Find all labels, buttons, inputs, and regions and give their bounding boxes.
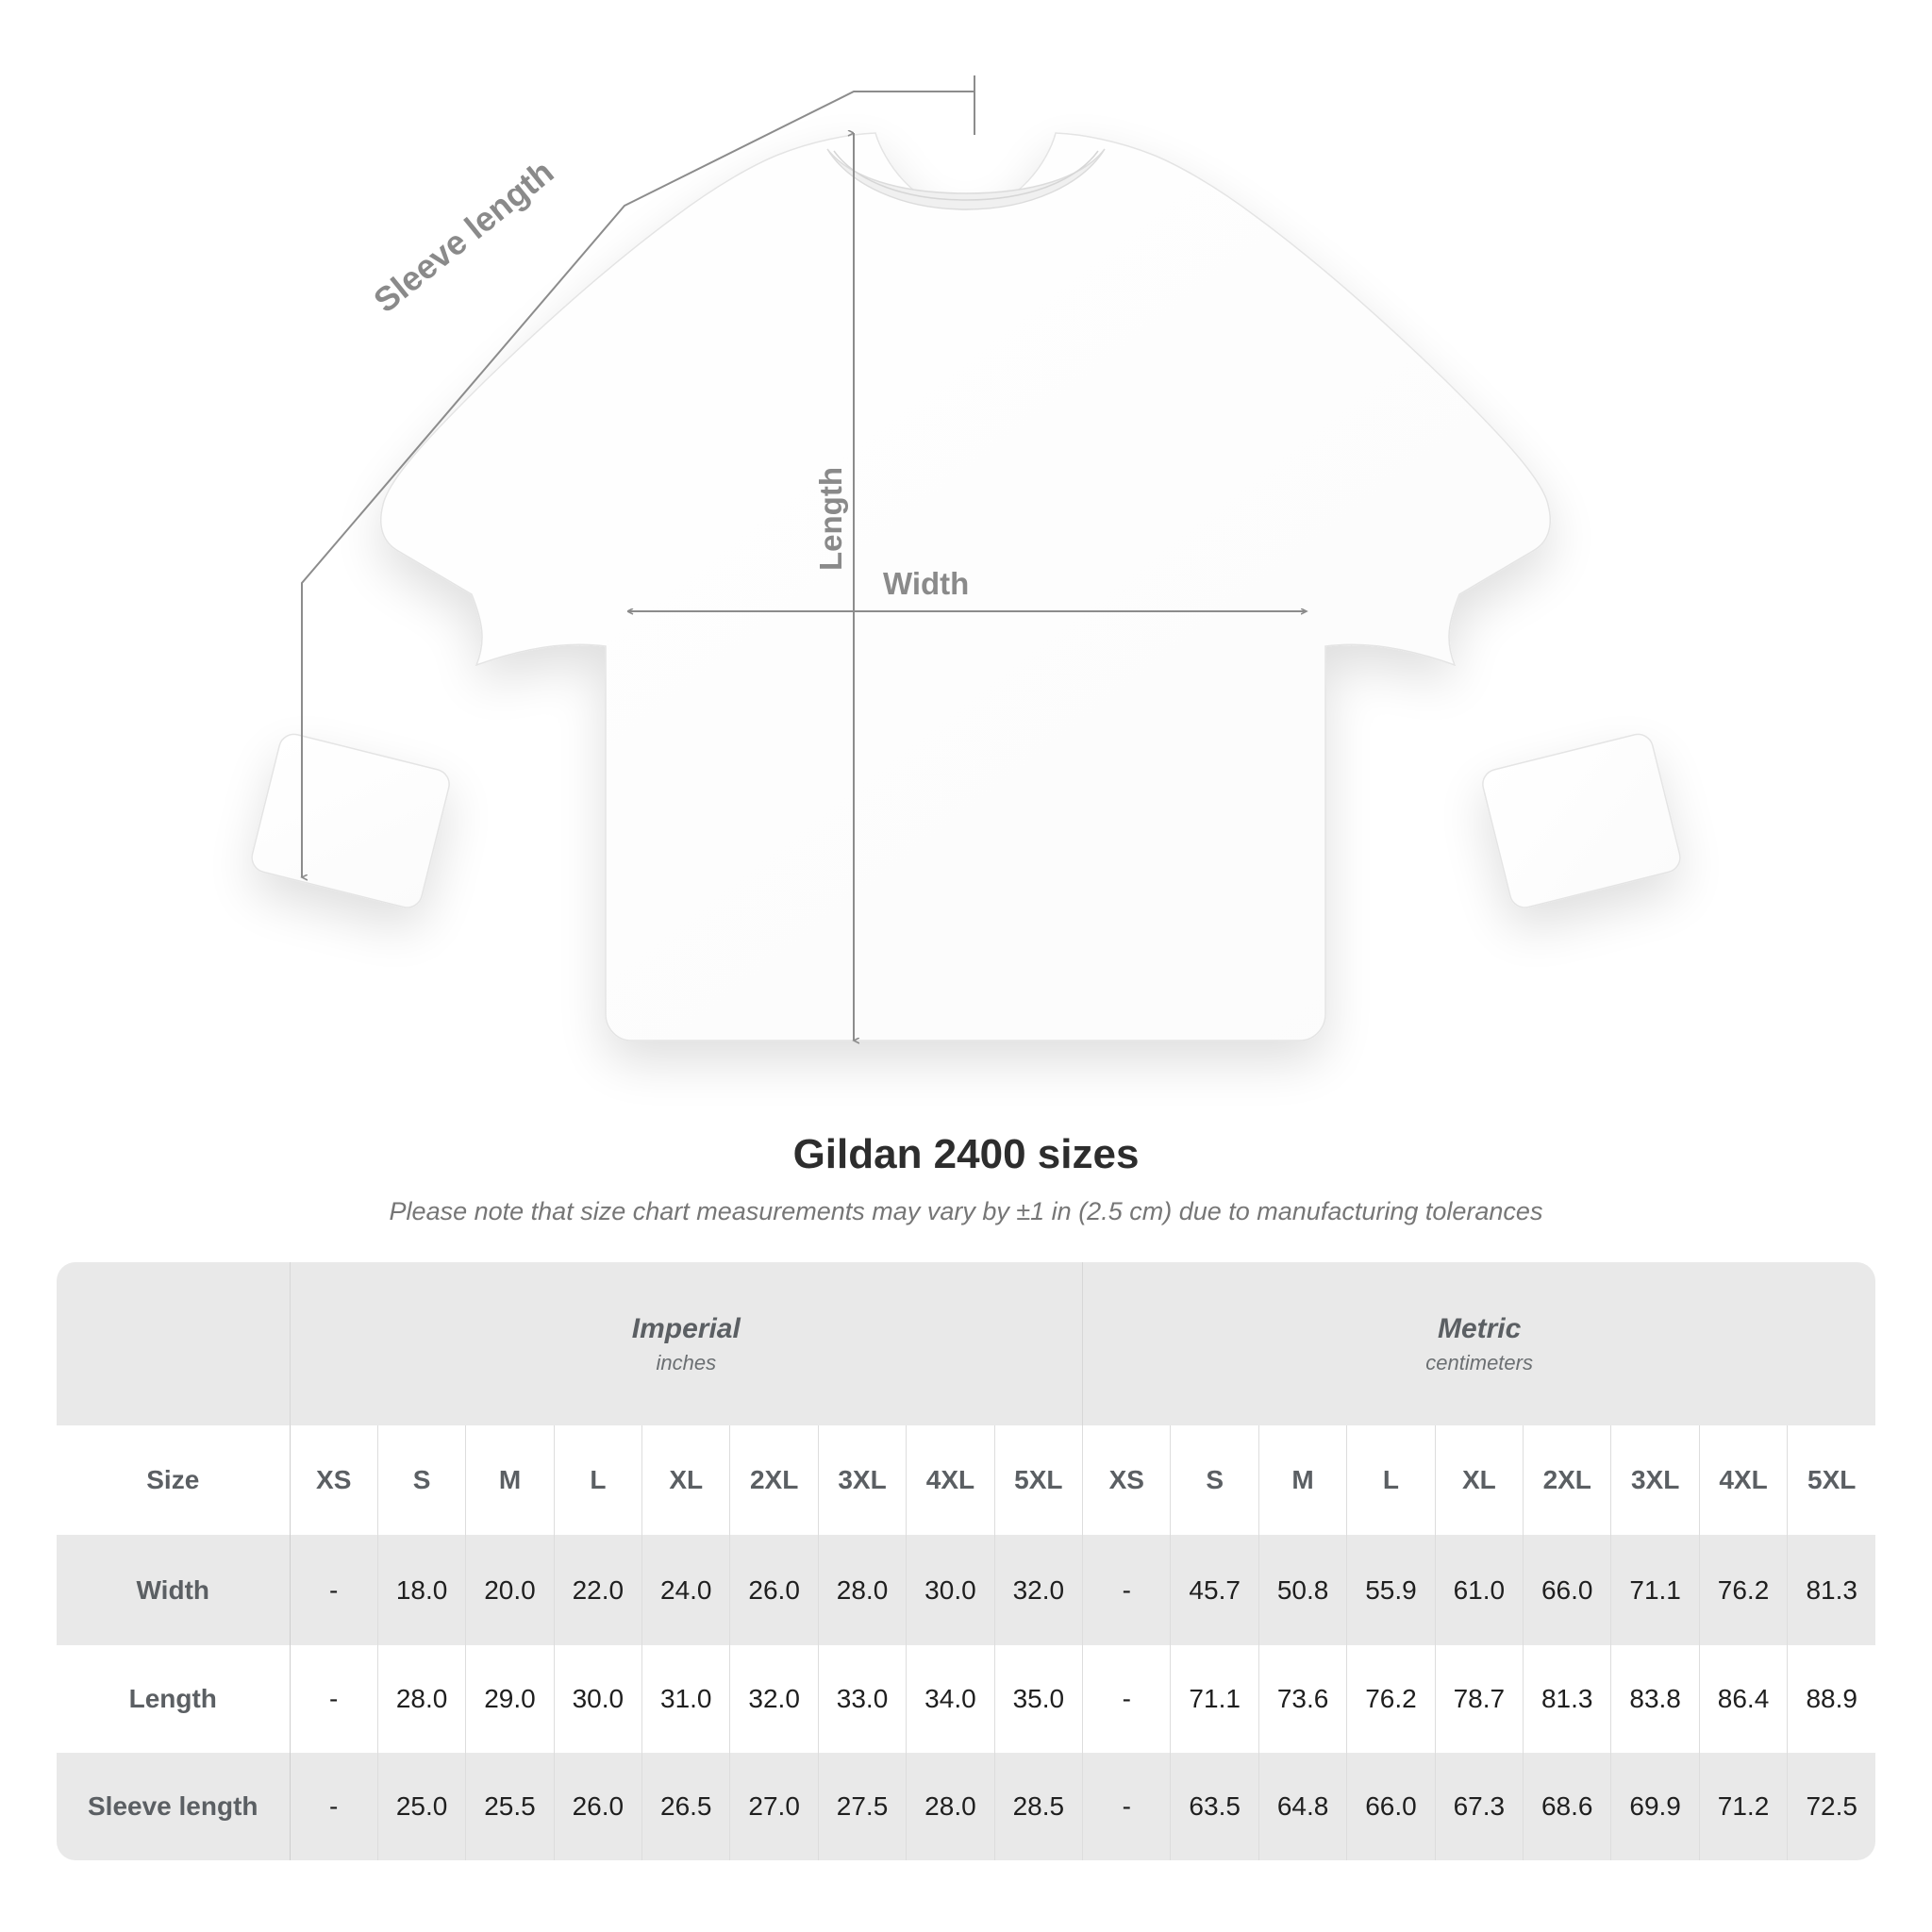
svg-text:Length: Length — [813, 467, 848, 571]
svg-text:Sleeve length: Sleeve length — [366, 152, 560, 320]
svg-text:Width: Width — [883, 566, 969, 601]
